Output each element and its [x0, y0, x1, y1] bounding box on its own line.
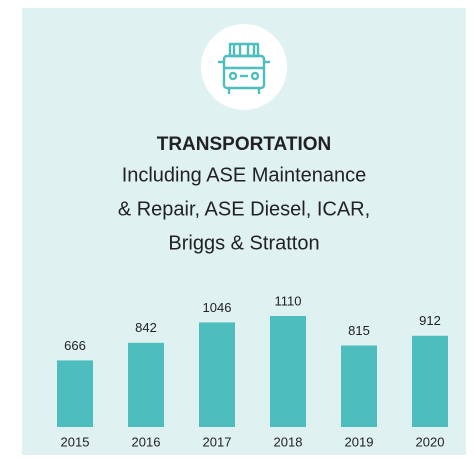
subtitle: Briggs & Stratton: [168, 232, 319, 254]
value-label: 815: [348, 323, 370, 338]
subtitle: & Repair, ASE Diesel, ICAR,: [118, 198, 370, 220]
x-tick-label: 2017: [203, 434, 232, 449]
x-tick-label: 2019: [345, 434, 374, 449]
x-tick-label: 2015: [61, 434, 90, 449]
bar: [341, 345, 377, 427]
bar: [412, 335, 448, 427]
value-label: 912: [419, 313, 441, 328]
x-tick-label: 2016: [132, 434, 161, 449]
value-label: 666: [64, 338, 86, 353]
bar: [199, 322, 235, 427]
chart-title: TRANSPORTATION: [157, 134, 332, 155]
subtitle: Including ASE Maintenance: [122, 164, 367, 186]
x-tick-label: 2020: [416, 434, 445, 449]
bar: [128, 342, 164, 427]
bar: [57, 360, 93, 427]
x-tick-label: 2018: [274, 434, 303, 449]
value-label: 1046: [203, 300, 232, 315]
bar: [270, 316, 306, 427]
truck-icon: [218, 42, 270, 94]
value-label: 842: [135, 320, 157, 335]
value-label: 1110: [275, 293, 302, 308]
